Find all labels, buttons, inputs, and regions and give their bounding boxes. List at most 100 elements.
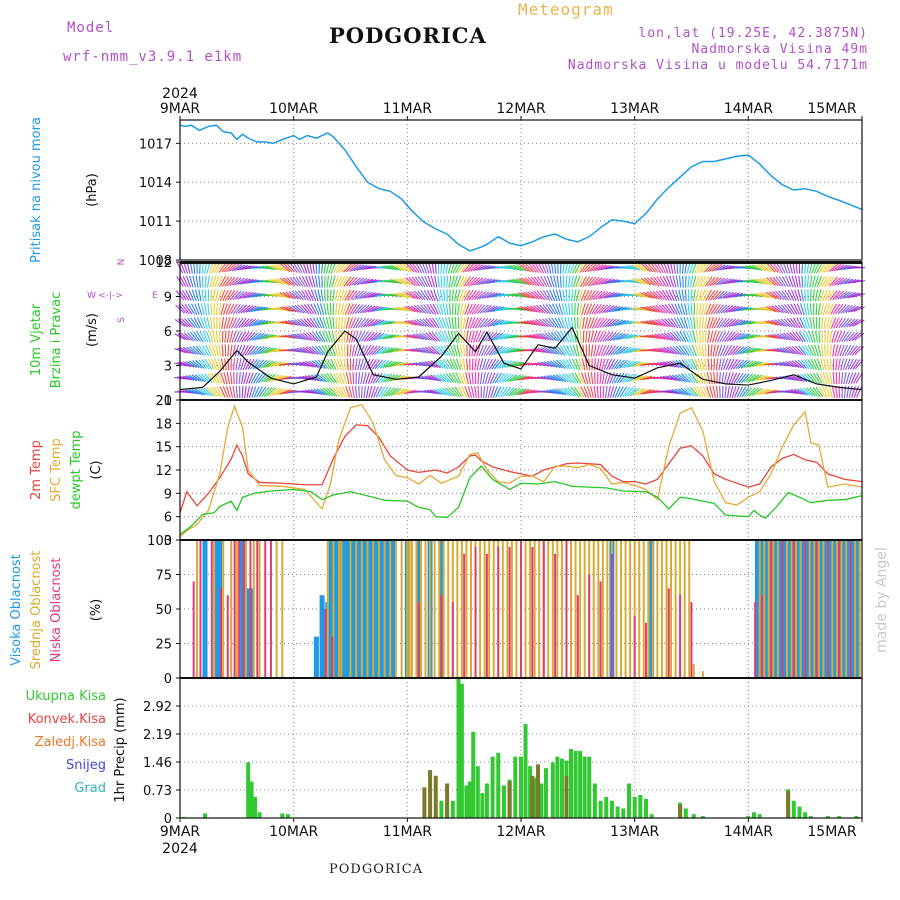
wind-arrow xyxy=(540,375,553,381)
wind-arrow xyxy=(201,359,210,370)
wind-arrow xyxy=(396,388,408,396)
wind-arrow xyxy=(515,263,527,272)
wind-arrow xyxy=(856,386,863,398)
wind-arrow xyxy=(456,344,461,357)
wind-arrow xyxy=(759,388,772,395)
legend-conv-precip: Konvek.Kisa xyxy=(28,712,106,727)
wind-arrow xyxy=(181,304,190,315)
wind-arrow xyxy=(700,358,705,371)
wind-arrow xyxy=(228,317,234,329)
wind-arrow xyxy=(211,358,218,371)
wind-arrow xyxy=(838,317,847,329)
low-cloud-bar xyxy=(770,540,773,678)
wind-arrow xyxy=(343,358,347,371)
wind-arrow xyxy=(703,262,714,273)
wind-arrow xyxy=(687,303,691,316)
wind-arrow xyxy=(628,279,641,284)
wind-arrow xyxy=(373,386,379,398)
wind-arrow xyxy=(684,373,694,383)
x-tick-label-top: 12MAR xyxy=(496,101,545,117)
wind-arrow xyxy=(351,344,355,357)
mid-cloud-bar xyxy=(483,540,486,678)
wind-arrow xyxy=(567,387,577,397)
wind-arrow xyxy=(649,276,660,287)
wind-arrow xyxy=(736,320,749,326)
wind-arrow xyxy=(587,276,597,287)
wind-arrow xyxy=(242,278,254,285)
wind-arrow xyxy=(756,292,769,298)
wind-arrow xyxy=(817,303,821,316)
mid-cloud-bar xyxy=(638,540,641,678)
wind-arrow xyxy=(730,372,738,384)
mid-cloud-bar xyxy=(533,540,536,678)
wind-arrow xyxy=(490,319,501,327)
wind-arrow xyxy=(490,332,501,342)
total-precip-bar xyxy=(803,812,808,818)
wind-arrow xyxy=(452,372,460,384)
mid-cloud-bar xyxy=(776,540,779,678)
wind-arrow xyxy=(219,386,226,398)
wind-arrow xyxy=(607,385,611,398)
wind-arrow xyxy=(473,277,484,286)
wind-arrow xyxy=(239,278,252,285)
x-tick-label-bottom: 10MAR xyxy=(269,824,318,840)
wind-arrow xyxy=(809,387,819,397)
wind-arrow xyxy=(700,289,706,302)
wind-arrow xyxy=(606,318,617,328)
total-precip-bar xyxy=(854,816,859,818)
wind-arrow xyxy=(794,275,799,288)
wind-arrow xyxy=(487,372,493,384)
cloud-tick-label: 25 xyxy=(155,638,172,653)
wind-arrow xyxy=(590,385,595,398)
wind-arrow xyxy=(736,386,744,398)
wind-arrow xyxy=(781,290,790,301)
wind-arrow xyxy=(559,275,562,288)
wind-arrow xyxy=(196,331,204,343)
wind-arrow xyxy=(237,277,248,286)
wind-arrow xyxy=(695,344,700,357)
wind-arrow xyxy=(704,358,708,371)
wind-arrow xyxy=(435,303,442,315)
mid-cloud-bar xyxy=(230,540,233,678)
wind-arrow xyxy=(746,373,757,383)
wind-arrow xyxy=(298,276,306,287)
wind-arrow xyxy=(217,303,222,316)
wind-arrow xyxy=(398,292,411,299)
wind-arrow xyxy=(839,344,845,357)
wind-arrow xyxy=(463,289,471,301)
wind-arrow xyxy=(610,359,619,370)
wind-arrow xyxy=(195,345,205,356)
wind-arrow xyxy=(398,306,411,312)
mid-cloud-bar xyxy=(424,540,427,678)
wind-arrow xyxy=(353,264,365,272)
wind-arrow xyxy=(604,318,614,328)
wind-arrow xyxy=(332,372,340,384)
wind-arrow xyxy=(190,303,198,315)
wind-arrow xyxy=(669,331,679,342)
wind-arrow xyxy=(258,373,267,384)
wind-arrow xyxy=(831,330,836,343)
wind-arrow xyxy=(794,359,805,369)
wind-arrow xyxy=(464,372,470,385)
wind-arrow xyxy=(629,361,641,368)
mid-cloud-bar xyxy=(647,540,650,678)
wind-arrow xyxy=(302,332,313,342)
wind-arrow xyxy=(670,317,679,329)
low-cloud-bar xyxy=(199,540,202,678)
wind-arrow xyxy=(700,372,706,384)
wind-arrow xyxy=(783,318,793,328)
wind-arrow xyxy=(549,360,561,369)
wind-arrow xyxy=(229,290,239,301)
wind-arrow xyxy=(267,279,280,284)
wind-arrow xyxy=(677,373,689,383)
wind-arrow xyxy=(299,332,311,341)
total-precip-bar xyxy=(691,814,696,818)
watermark: made by Angel xyxy=(874,547,890,653)
wind-arrow xyxy=(309,317,318,329)
total-precip-bar xyxy=(582,756,587,818)
wind-arrow xyxy=(248,319,260,327)
wind-arrow xyxy=(327,358,335,370)
wind-arrow xyxy=(673,331,682,342)
wind-arrow xyxy=(317,373,328,383)
wind-arrow xyxy=(468,276,478,287)
